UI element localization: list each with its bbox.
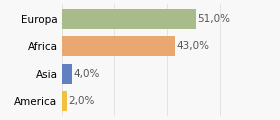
Text: 4,0%: 4,0% [73,69,100,79]
Bar [62,9,196,29]
Text: 43,0%: 43,0% [176,41,209,51]
Bar [62,36,175,56]
Text: 2,0%: 2,0% [68,96,95,106]
Text: 51,0%: 51,0% [198,14,230,24]
Bar [62,91,67,111]
Bar [62,64,72,84]
